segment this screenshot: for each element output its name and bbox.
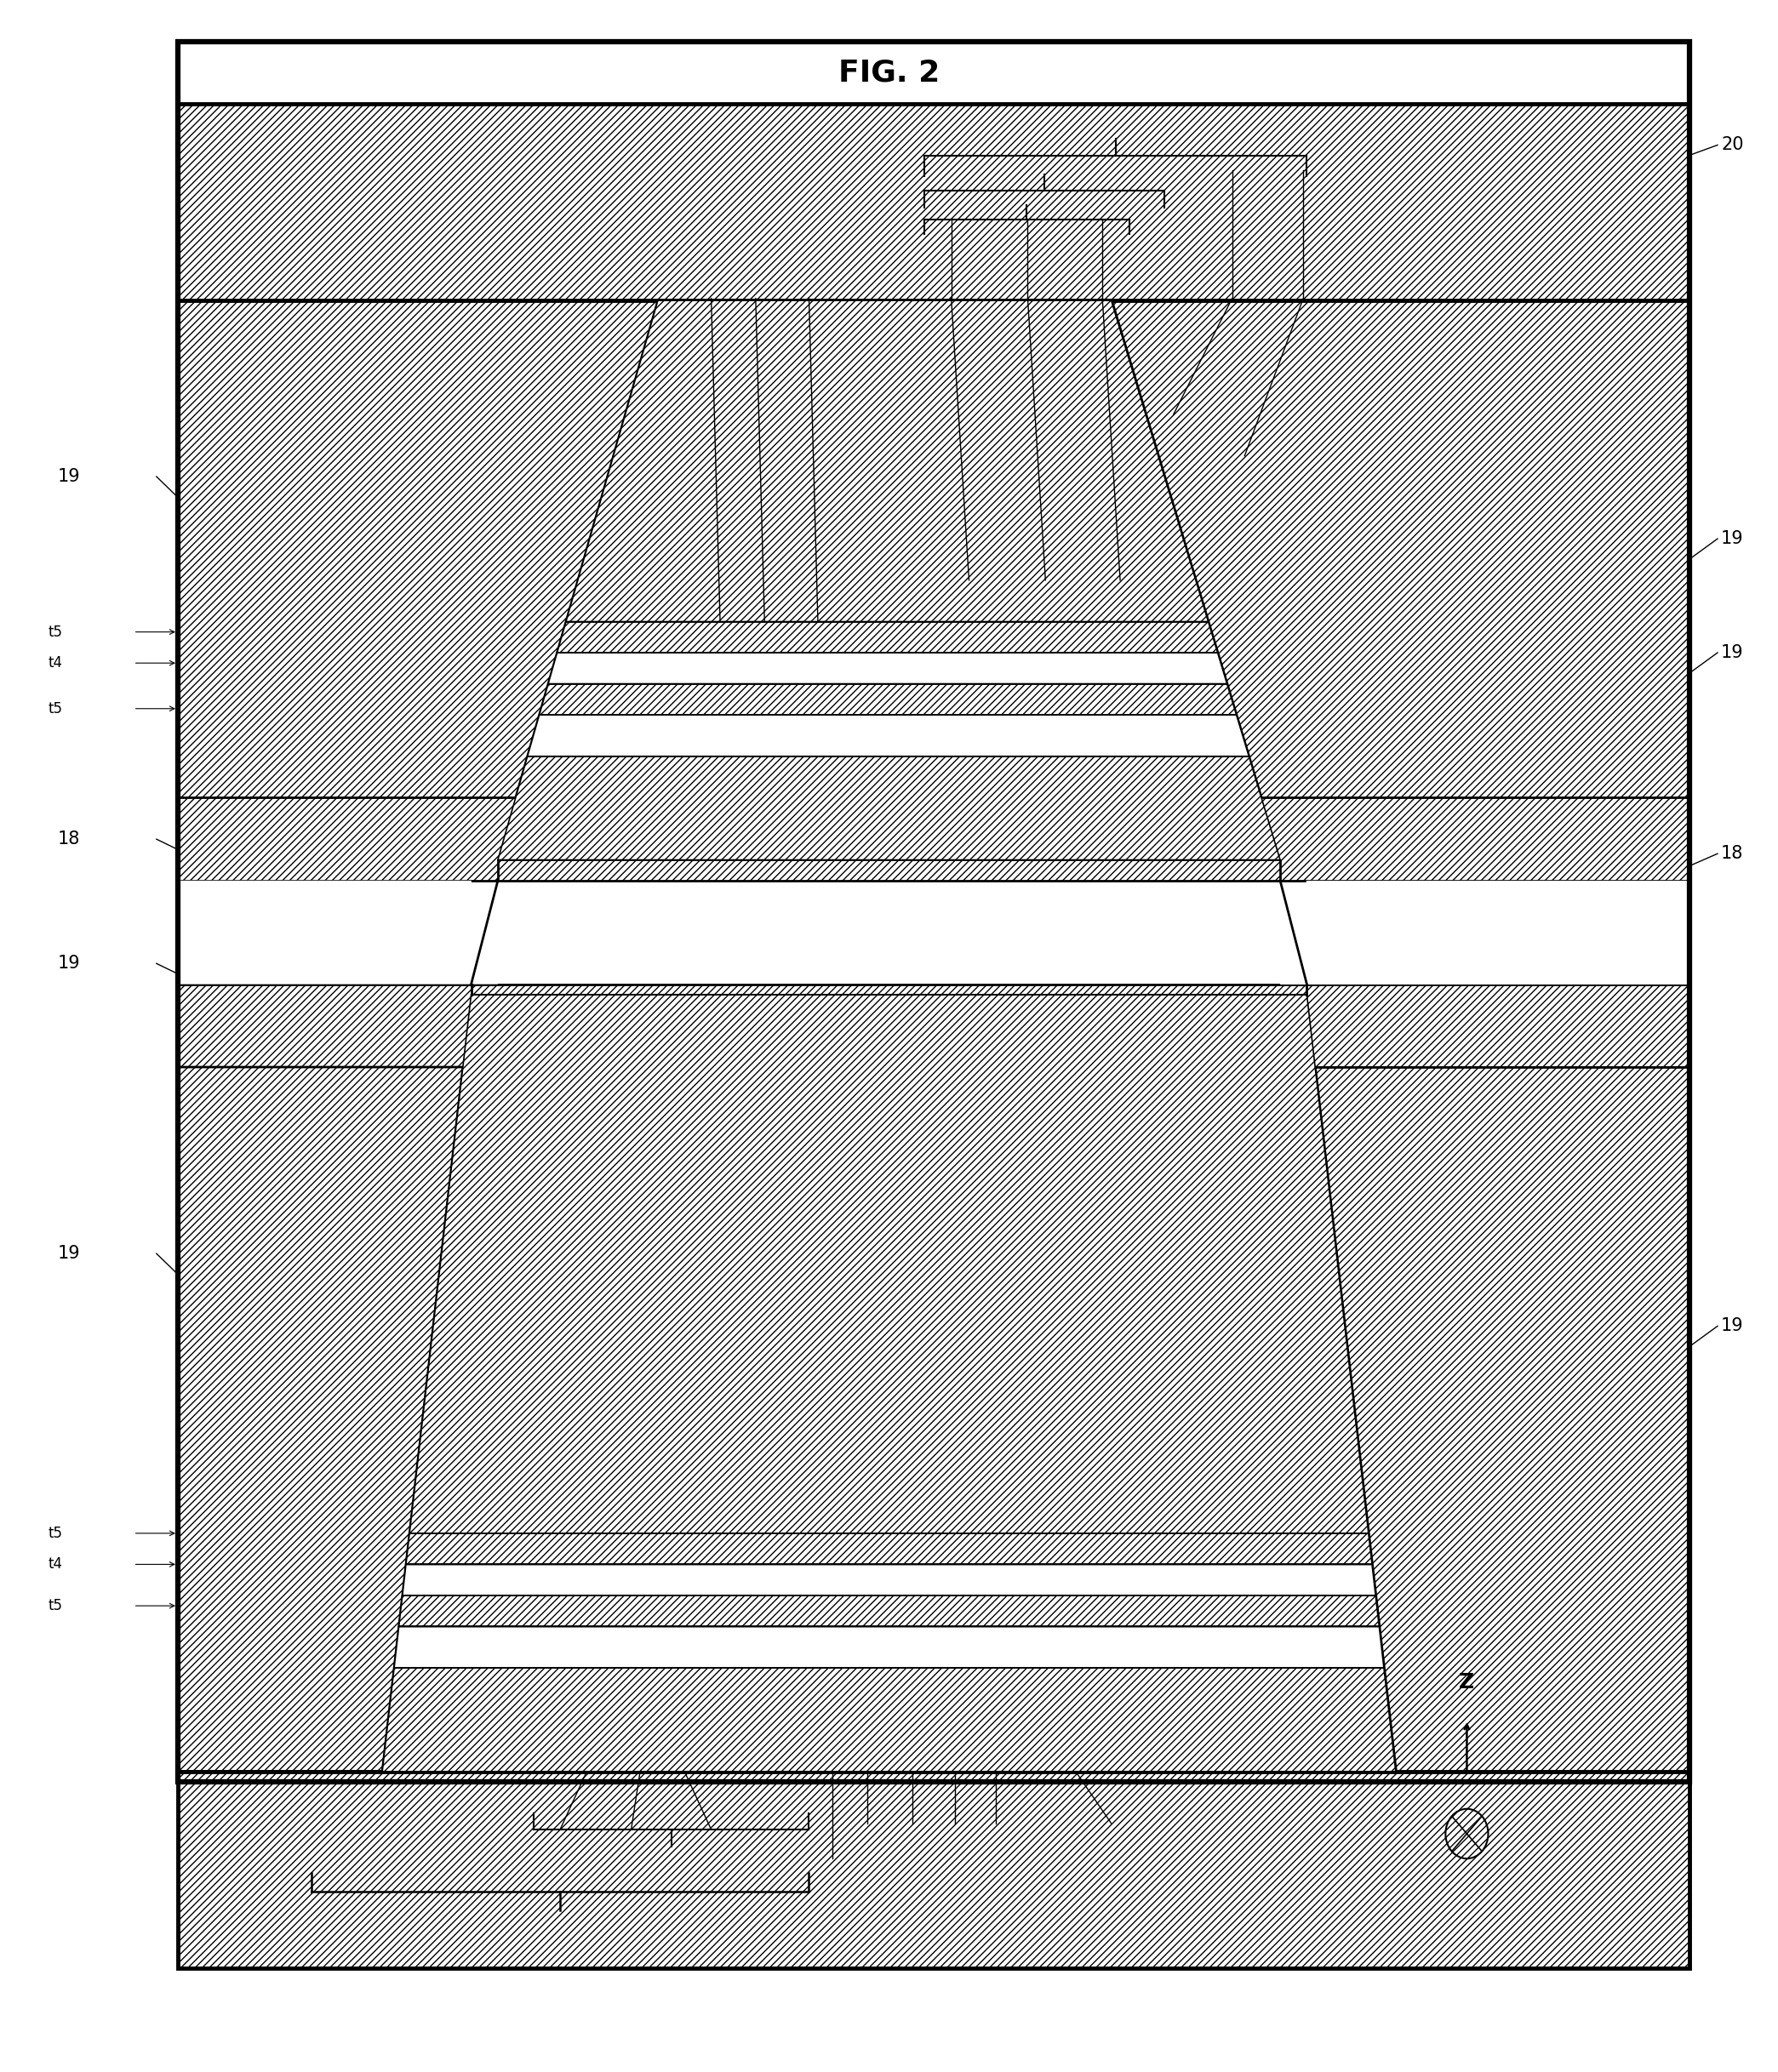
Polygon shape xyxy=(178,798,1689,881)
Text: 31c: 31c xyxy=(660,1857,692,1873)
Text: 31a: 31a xyxy=(366,1857,398,1873)
Polygon shape xyxy=(395,1627,1383,1668)
Text: 31c2: 31c2 xyxy=(613,1798,658,1815)
Text: 31b: 31b xyxy=(489,1857,525,1873)
Polygon shape xyxy=(178,881,498,984)
Polygon shape xyxy=(178,104,1689,300)
Polygon shape xyxy=(402,1564,1376,1595)
Text: t5: t5 xyxy=(48,624,62,640)
Polygon shape xyxy=(498,756,1280,860)
Text: 19: 19 xyxy=(57,955,80,972)
Polygon shape xyxy=(178,41,1689,1782)
Text: 19: 19 xyxy=(57,1245,80,1262)
Text: 11: 11 xyxy=(985,1798,1006,1815)
Polygon shape xyxy=(178,1067,462,1772)
Text: t4: t4 xyxy=(48,655,62,671)
Polygon shape xyxy=(178,1772,1689,1968)
Polygon shape xyxy=(498,300,1280,860)
Text: 19: 19 xyxy=(1721,1318,1744,1334)
Polygon shape xyxy=(1280,881,1689,984)
Text: 32b: 32b xyxy=(1200,162,1236,178)
Text: 32: 32 xyxy=(1140,116,1163,133)
Polygon shape xyxy=(528,715,1248,756)
Polygon shape xyxy=(398,1595,1380,1627)
Text: X: X xyxy=(1588,1823,1606,1844)
Bar xyxy=(178,41,1689,1782)
Text: 12: 12 xyxy=(944,1798,965,1815)
Text: Z: Z xyxy=(1460,1672,1474,1693)
Text: 32a2: 32a2 xyxy=(1005,193,1049,209)
Text: Y: Y xyxy=(1415,1890,1430,1910)
Text: 19: 19 xyxy=(57,468,80,485)
Text: 19: 19 xyxy=(1721,530,1744,547)
Polygon shape xyxy=(557,622,1218,653)
Text: 15: 15 xyxy=(857,1798,878,1815)
Polygon shape xyxy=(1316,1067,1689,1772)
Polygon shape xyxy=(565,300,1209,622)
Polygon shape xyxy=(409,995,1369,1533)
Text: 19: 19 xyxy=(1721,644,1744,661)
Text: 16: 16 xyxy=(821,1867,843,1883)
Text: 32c: 32c xyxy=(1273,162,1305,178)
Text: 13: 13 xyxy=(638,240,660,257)
Text: 13: 13 xyxy=(901,1798,923,1815)
Text: 20: 20 xyxy=(1721,137,1744,153)
Polygon shape xyxy=(1111,300,1689,860)
Text: 32a3: 32a3 xyxy=(1081,193,1125,209)
Polygon shape xyxy=(548,653,1227,684)
Polygon shape xyxy=(539,684,1236,715)
Polygon shape xyxy=(178,300,658,860)
Text: 31: 31 xyxy=(549,1912,571,1929)
Text: 18: 18 xyxy=(57,831,80,847)
Polygon shape xyxy=(178,984,1689,1067)
Text: 31c3: 31c3 xyxy=(693,1798,738,1815)
Text: 15: 15 xyxy=(688,240,709,257)
Text: 32a: 32a xyxy=(983,162,1017,178)
Text: t5: t5 xyxy=(48,1598,62,1614)
Text: 31c1: 31c1 xyxy=(537,1798,581,1815)
Text: t4: t4 xyxy=(48,1556,62,1573)
Text: FIG. 2: FIG. 2 xyxy=(837,58,941,87)
Polygon shape xyxy=(405,1533,1373,1564)
Polygon shape xyxy=(382,1668,1396,1772)
Text: T2: T2 xyxy=(576,240,597,257)
Text: 18: 18 xyxy=(1721,845,1744,862)
Text: 20: 20 xyxy=(1109,1798,1131,1815)
Text: t5: t5 xyxy=(48,1525,62,1542)
Text: 32a1: 32a1 xyxy=(926,193,971,209)
Text: 17: 17 xyxy=(745,240,766,257)
Text: t5: t5 xyxy=(48,700,62,717)
